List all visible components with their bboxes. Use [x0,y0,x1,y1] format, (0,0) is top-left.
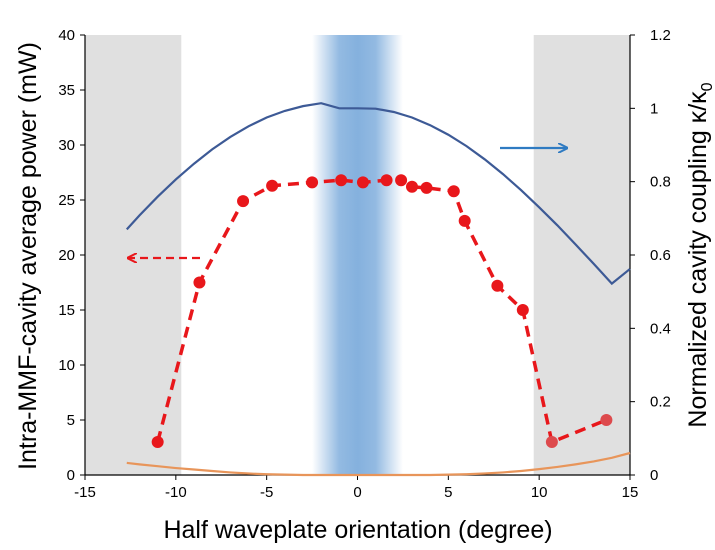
y-left-tick-label: 25 [58,192,75,209]
y-axis-right-title-subscript: 0 [699,82,715,91]
coupling-curve [125,102,631,286]
y-right-tick-label: 0 [650,467,658,484]
power-data-point [447,185,460,198]
power-data-point [406,180,418,193]
gray-region-2 [533,35,630,475]
x-tick-label: -15 [74,484,96,501]
y-left-tick-label: 0 [67,467,75,484]
power-data-point [151,436,164,448]
power-data-point [193,276,206,289]
y-axis-right-title-main: Normalized cavity coupling κ/κ [684,91,712,428]
y-left-tick-label: 5 [67,412,75,429]
power-data-point [335,174,348,187]
y-right-tick-label: 0.8 [650,174,671,191]
power-data-point [237,195,250,208]
power-data-point [380,174,393,187]
y-left-tick-label: 15 [58,302,75,319]
shaded-regions [85,35,630,475]
x-tick-label: 15 [622,484,639,501]
y-right-tick-label: 1.2 [650,27,671,44]
x-tick-label: 5 [444,484,452,501]
y-left-tick-label: 30 [58,137,75,154]
x-tick-label: 0 [353,484,361,501]
power-data-point [545,436,558,448]
gray-region-1 [85,35,182,475]
y-right-tick-label: 1 [650,100,658,117]
baseline-curve [126,451,631,477]
y-left-tick-label: 20 [58,247,75,264]
y-left-tick-label: 35 [58,82,75,99]
y-axis-left-title: Intra-MMF-cavity average power (mW) [14,42,42,470]
blue-highlight-band [312,35,403,475]
power-data-point [266,179,279,192]
x-axis-title: Half waveplate orientation (degree) [163,516,552,544]
y-right-tick-label: 0.6 [650,247,671,264]
power-data-point [356,176,369,189]
power-data-point [306,176,319,189]
power-data-point [516,304,529,316]
x-tick-label: 10 [531,484,548,501]
y-left-tick-label: 40 [58,27,75,44]
y-right-tick-label: 0.4 [650,320,671,337]
y-left-tick-label: 10 [58,357,75,374]
arrows-layer [128,148,567,258]
x-tick-label: -5 [260,484,273,501]
power-data-point [420,181,433,194]
series-layer [125,102,631,477]
y-axis-right-title: Normalized cavity coupling κ/κ0 [684,82,715,427]
y-right-tick-label: 0.2 [650,394,671,411]
power-data-point [395,174,408,187]
power-data-point [600,414,613,426]
power-data-point [491,279,504,292]
x-tick-label: -10 [165,484,187,501]
power-data-point [458,214,471,227]
axes: -15 -10 -5 0 5 10 15 0 5 10 15 20 25 30 35 40 0 0.2 0.4 0.6… [58,27,671,501]
